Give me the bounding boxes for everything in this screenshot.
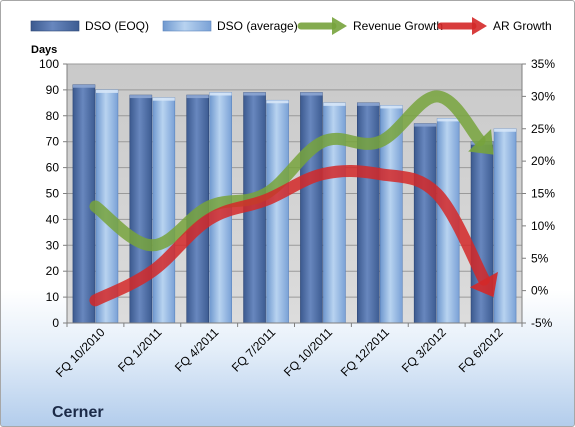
bar-dso-eoq bbox=[470, 141, 494, 324]
y2-tick-label: 10% bbox=[531, 219, 555, 233]
legend-swatch-dso-average bbox=[162, 20, 212, 32]
bar-cap bbox=[209, 92, 232, 96]
x-tick-label: FQ 1/2011 bbox=[115, 325, 165, 375]
legend-label-dso-average: DSO (average) bbox=[217, 19, 298, 33]
y2-tick-label: 25% bbox=[531, 122, 555, 136]
bar-dso-eoq bbox=[413, 123, 437, 324]
y2-tick-label: 0% bbox=[531, 284, 549, 298]
bar-dso-average bbox=[152, 97, 176, 324]
bar-dso-average bbox=[493, 128, 517, 324]
y-tick-label: 50 bbox=[46, 187, 60, 201]
bar-cap bbox=[323, 102, 346, 106]
bar-cap bbox=[380, 105, 403, 109]
legend-label-ar-growth: AR Growth bbox=[493, 19, 552, 33]
y-axis-title: Days bbox=[31, 44, 57, 56]
bars bbox=[72, 84, 517, 324]
ar-growth-arrowhead bbox=[469, 271, 498, 298]
y-tick-label: 30 bbox=[46, 238, 60, 252]
y2-tick-label: 35% bbox=[531, 57, 555, 71]
y-tick-label: 70 bbox=[46, 135, 60, 149]
legend-label-revenue-growth: Revenue Growth bbox=[353, 19, 443, 33]
legend: DSO (EOQ) DSO (average) Revenue Growth AR G… bbox=[30, 17, 552, 35]
bar-cap bbox=[152, 97, 175, 101]
legend-swatch-dso-eoq bbox=[30, 20, 80, 32]
bar-cap bbox=[357, 102, 380, 106]
y2-tick-label: 30% bbox=[531, 89, 555, 103]
x-tick-label: FQ 12/2011 bbox=[338, 325, 392, 379]
x-tick-label: FQ 6/2012 bbox=[456, 325, 506, 375]
legend-arrowhead-revenue-growth bbox=[332, 17, 347, 35]
bar-cap bbox=[266, 100, 289, 104]
bar-dso-average bbox=[266, 99, 289, 324]
revenue-growth-line bbox=[89, 90, 486, 252]
bar-cap bbox=[129, 95, 152, 99]
bar-cap bbox=[494, 128, 517, 132]
growth-lines bbox=[89, 90, 498, 307]
bar-cap bbox=[243, 92, 266, 96]
bar-cap bbox=[186, 95, 209, 99]
company-label: Cerner bbox=[52, 404, 104, 421]
y-tick-label: 90 bbox=[46, 83, 60, 97]
y2-tick-label: 20% bbox=[531, 154, 555, 168]
y2-tick-label: 5% bbox=[531, 251, 549, 265]
y2-tick-label: -5% bbox=[531, 316, 553, 330]
y-tick-label: 80 bbox=[46, 109, 60, 123]
y-tick-label: 100 bbox=[39, 57, 59, 71]
y2-tick-label: 15% bbox=[531, 187, 555, 201]
bar-cap bbox=[437, 118, 460, 122]
bar-cap bbox=[414, 123, 437, 127]
bar-dso-eoq bbox=[300, 92, 323, 324]
revenue-growth-arrowhead bbox=[468, 129, 494, 155]
y-tick-label: 10 bbox=[46, 290, 60, 304]
legend-label-dso-eoq: DSO (EOQ) bbox=[85, 19, 149, 33]
y-tick-label: 20 bbox=[46, 264, 60, 278]
x-tick-label: FQ 7/2011 bbox=[229, 325, 279, 375]
x-tick-label: FQ 3/2012 bbox=[399, 325, 449, 375]
bar-cap bbox=[300, 92, 323, 96]
y-tick-label: 60 bbox=[46, 161, 60, 175]
x-tick-label: FQ 4/2011 bbox=[172, 325, 222, 375]
x-tick-label: FQ 10/2011 bbox=[281, 325, 335, 379]
legend-arrowhead-ar-growth bbox=[472, 17, 487, 35]
bar-cap bbox=[72, 84, 95, 88]
bar-cap bbox=[95, 89, 118, 93]
y-tick-label: 40 bbox=[46, 212, 60, 226]
bar-dso-eoq bbox=[357, 102, 380, 324]
y-tick-label: 0 bbox=[52, 316, 59, 330]
ar-growth-line bbox=[89, 165, 490, 307]
x-tick-label: FQ 10/2010 bbox=[53, 325, 108, 380]
